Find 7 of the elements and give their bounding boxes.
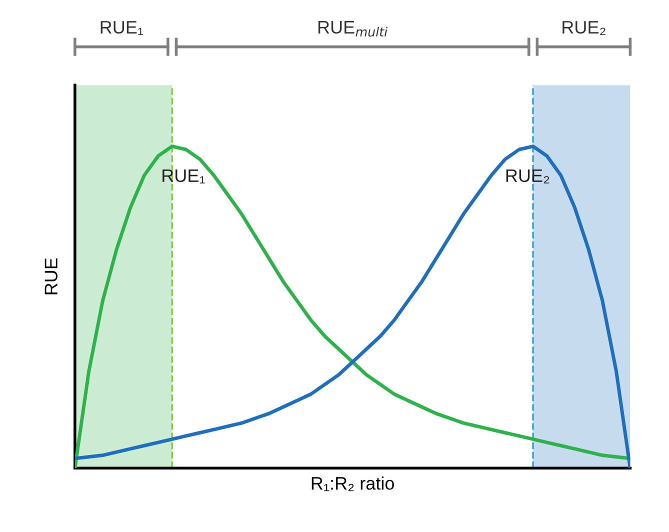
annotation: RUE₂ — [506, 169, 550, 184]
text: RUE₂ — [562, 21, 606, 36]
y-axis-title: RUE — [44, 258, 58, 294]
annotation: RUE₁ — [162, 169, 205, 184]
x-axis-title: R₁:R₂ ratio — [312, 476, 394, 492]
text: RUE$_{multi}$ — [318, 21, 388, 37]
text: RUE₁ — [100, 21, 144, 36]
